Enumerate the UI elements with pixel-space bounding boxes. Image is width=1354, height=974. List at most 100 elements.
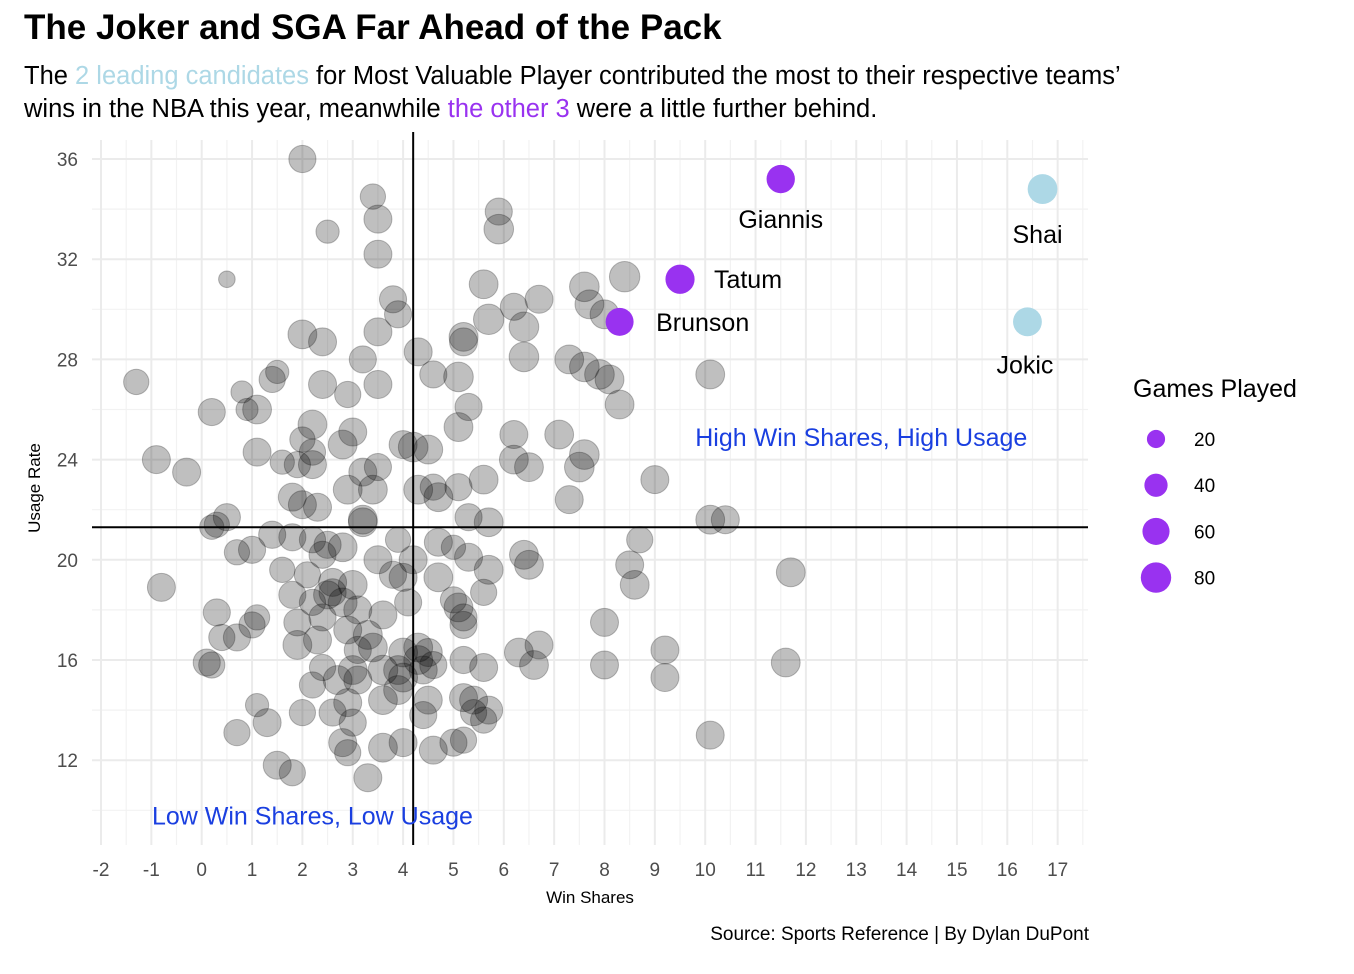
data-point (449, 645, 478, 675)
x-tick-label: -1 (143, 860, 160, 881)
data-point (473, 554, 504, 585)
data-point (352, 620, 383, 650)
data-point (403, 474, 434, 505)
data-point (403, 645, 434, 675)
quadrant-label: High Win Shares, High Usage (695, 424, 1027, 452)
x-tick-label: 6 (499, 860, 510, 881)
legend-key (1140, 562, 1172, 593)
data-point (508, 341, 540, 373)
data-point (608, 261, 641, 293)
x-tick-label: 3 (347, 860, 358, 881)
data-point (484, 197, 513, 226)
highlight-label-tatum: Tatum (714, 266, 782, 294)
data-point (378, 285, 408, 314)
data-point (262, 750, 292, 780)
data-point (202, 598, 231, 627)
data-point (619, 569, 650, 600)
highlight-point-giannis (766, 164, 795, 194)
data-point (363, 545, 393, 575)
data-point (367, 654, 399, 686)
data-point (357, 632, 388, 663)
data-point (423, 482, 454, 513)
subtitle-text: were a little further behind. (569, 95, 878, 123)
x-tick-label: 0 (196, 860, 207, 881)
data-point (337, 655, 368, 685)
data-point (509, 539, 539, 570)
data-point (353, 763, 383, 793)
data-point (265, 359, 290, 385)
data-point (333, 615, 363, 645)
data-point (524, 630, 554, 660)
chart-text: -2 -1 0 1 2 3 4 5 6 7 8 9 10 11 12 13 14 15 16 171216202428… (25, 150, 1090, 945)
data-point (278, 580, 307, 609)
highlight-label-shai: Shai (1012, 221, 1062, 249)
data-point (640, 465, 670, 495)
legend-label: 40 (1194, 476, 1215, 497)
data-point (514, 452, 544, 483)
data-point (288, 144, 317, 174)
data-point (327, 429, 358, 460)
legend-key (1146, 429, 1166, 449)
data-point (208, 623, 236, 652)
data-point (322, 665, 353, 695)
data-point (499, 420, 529, 450)
data-point (454, 392, 483, 422)
data-point (237, 535, 267, 564)
legend-label: 20 (1194, 430, 1215, 451)
data-point (604, 389, 635, 420)
data-point (394, 588, 423, 617)
x-tick-label: 13 (846, 860, 867, 881)
legend-key (1142, 517, 1170, 545)
data-point (554, 344, 585, 375)
y-tick-label: 16 (57, 651, 78, 672)
data-point (443, 592, 474, 623)
data-point (141, 445, 171, 475)
x-axis-title: Win Shares (546, 888, 634, 907)
data-point (584, 359, 615, 390)
data-point (337, 569, 368, 600)
data-point (318, 698, 347, 727)
data-point (439, 728, 468, 757)
data-point (318, 567, 348, 597)
data-point (439, 586, 468, 614)
data-point (343, 665, 373, 695)
data-point (775, 557, 806, 588)
data-point (223, 719, 251, 747)
data-point (308, 653, 337, 682)
highlighted-points (605, 164, 1058, 337)
data-point (408, 655, 438, 685)
data-point (615, 550, 645, 580)
data-point (508, 311, 540, 343)
field-points (123, 144, 806, 793)
data-point (297, 450, 327, 480)
data-point (519, 650, 549, 680)
data-point (289, 426, 316, 453)
data-point (338, 417, 368, 447)
data-point (418, 735, 448, 765)
data-point (503, 637, 534, 668)
data-point (334, 380, 362, 409)
data-point (444, 473, 473, 502)
data-point (343, 595, 373, 625)
data-point (242, 437, 272, 467)
data-point (695, 359, 726, 390)
data-point (334, 739, 362, 767)
data-point (469, 653, 499, 683)
data-point (313, 530, 342, 559)
legend-label: 80 (1194, 569, 1215, 590)
data-point (298, 588, 327, 617)
x-tick-label: 14 (896, 860, 918, 881)
data-point (454, 542, 484, 572)
data-point (278, 523, 307, 552)
data-point (378, 560, 408, 589)
data-point (449, 683, 479, 713)
data-point (348, 457, 378, 487)
data-point (293, 561, 322, 589)
data-point (297, 409, 328, 440)
subtitle-line-1: The 2 leading candidates for Most Valuab… (24, 60, 1121, 93)
x-tick-label: 4 (398, 860, 409, 881)
data-point (197, 397, 226, 427)
data-point (590, 607, 619, 637)
size-legend: Games Played 20 40 60 80 (1133, 375, 1297, 593)
data-point (413, 685, 443, 715)
